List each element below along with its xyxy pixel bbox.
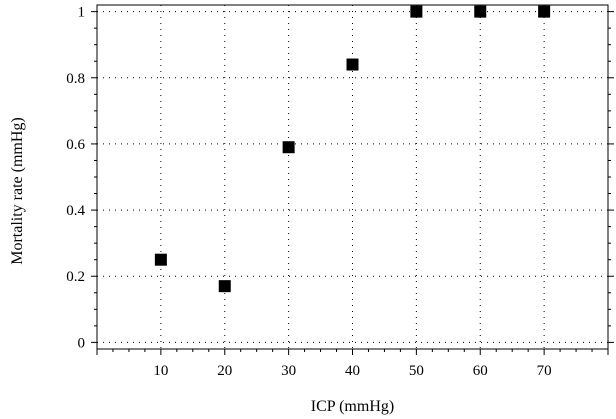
data-points [154,5,551,293]
y-tick-label: 0.6 [66,137,85,153]
x-tick-label: 10 [153,363,168,379]
y-tick-label: 0 [78,335,86,351]
plot-frame [96,4,609,350]
x-tick-label: 70 [537,363,552,379]
y-tick-label: 0.2 [66,269,85,285]
x-tick-label: 40 [345,363,360,379]
data-point [346,58,359,71]
data-point [218,280,231,293]
axes: 10 20 30 40 50 60 70 0 0.2 0.4 0.6 0.8 1 [66,4,614,379]
y-tick-label: 0.4 [66,203,85,219]
x-tick-label: 20 [217,363,232,379]
data-point [154,253,167,266]
x-tick-label: 50 [409,363,424,379]
x-tick-label: 30 [281,363,296,379]
grid [97,5,608,349]
y-tick-label: 1 [78,5,86,21]
data-point [282,141,295,154]
x-axis-title: ICP (mmHg) [311,398,394,415]
y-tick-label: 0.8 [66,71,85,87]
data-point [538,5,551,18]
y-axis-title: Mortality rate (mmHg) [9,117,26,265]
data-point [410,5,423,18]
x-tick-label: 60 [473,363,488,379]
data-point [474,5,487,18]
